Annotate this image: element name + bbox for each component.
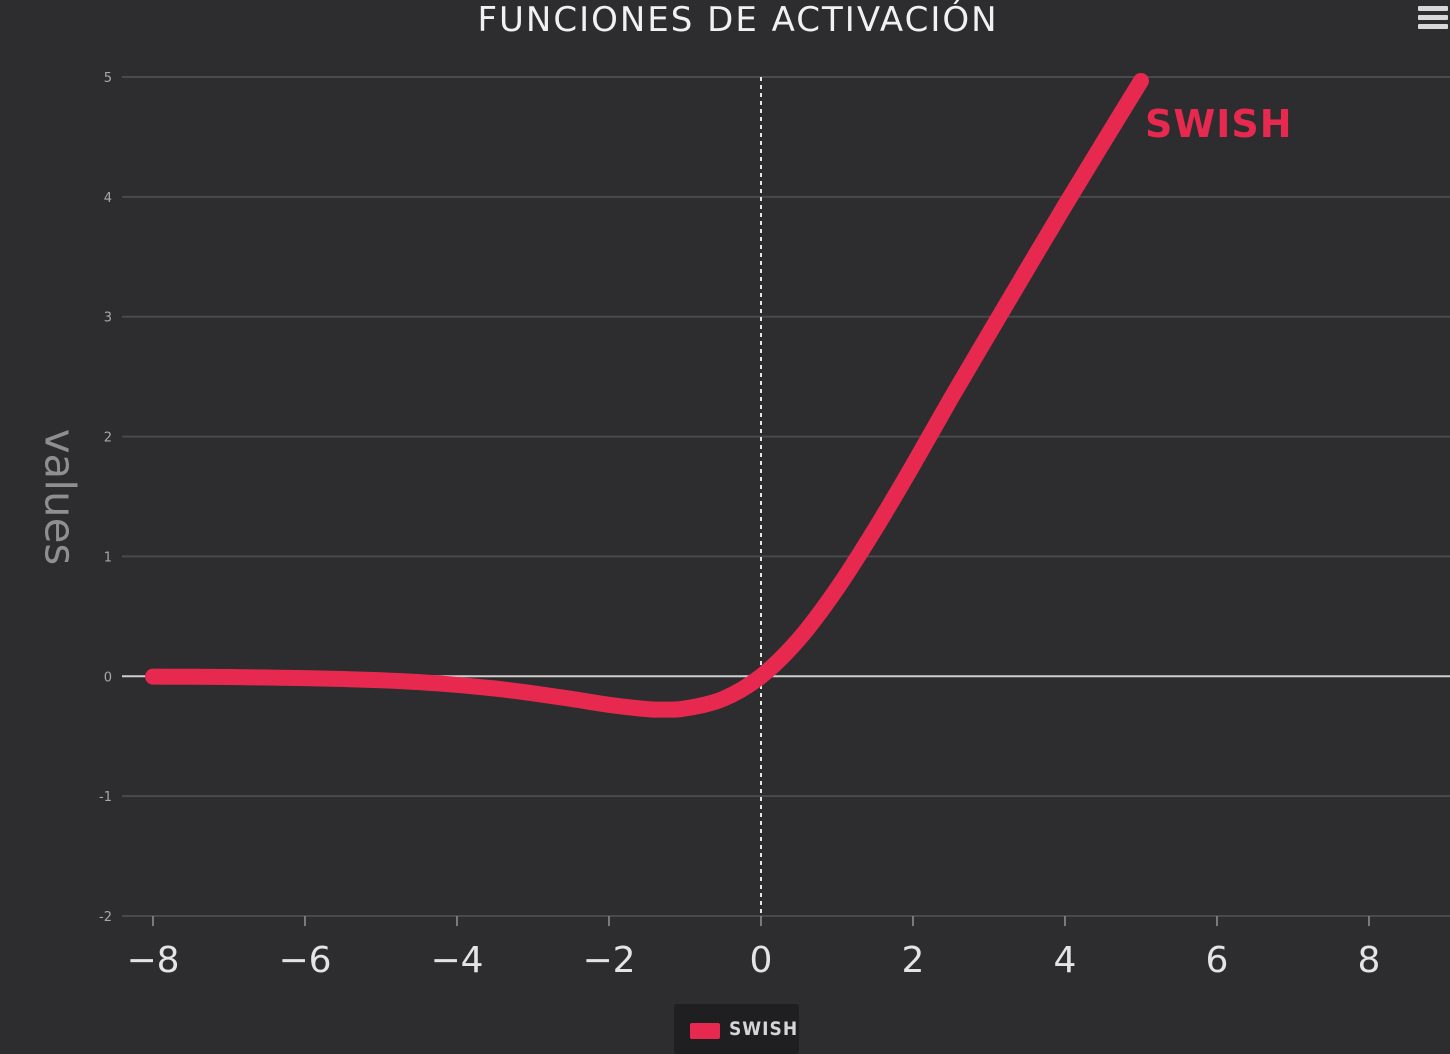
hamburger-menu-icon-bar [1418, 24, 1448, 29]
series-point [1138, 77, 1144, 84]
grid [122, 76, 1450, 926]
series-point [188, 673, 194, 680]
series-point [986, 330, 992, 337]
x-tick-label: −4 [430, 940, 483, 981]
y-tick-label: 4 [104, 191, 112, 206]
series-point [264, 674, 270, 681]
menu-button[interactable] [1414, 2, 1450, 34]
y-tick-label: -2 [99, 910, 112, 925]
series-point [758, 673, 764, 680]
series-line-swish[interactable] [145, 72, 1149, 718]
x-tick-label: 8 [1358, 940, 1381, 981]
hamburger-menu-icon [1418, 6, 1448, 11]
series-point [682, 705, 688, 712]
series-label: SWISH [1145, 102, 1293, 146]
x-tick-label: −6 [278, 940, 331, 981]
y-tick-label: -1 [99, 790, 112, 805]
y-tick-label: 0 [104, 670, 112, 685]
series-point [720, 695, 726, 702]
series-point [1062, 202, 1068, 209]
series-point [150, 673, 156, 680]
x-tick-label: −2 [582, 940, 635, 981]
y-tick-label: 5 [104, 71, 112, 86]
series-layer [145, 72, 1149, 718]
x-tick-label: 6 [1206, 940, 1229, 981]
series-point [606, 701, 612, 708]
legend-swatch [690, 1023, 720, 1039]
x-tick-label: 2 [902, 940, 925, 981]
y-tick-label: 1 [104, 550, 112, 565]
series-point [226, 674, 232, 681]
label-layer: -2 -1 0 1 2 3 4 5 −8 −6 −4 −2 0 2 4 6 8 SWISH [99, 71, 1380, 981]
series-point [910, 462, 916, 469]
series-point [834, 585, 840, 592]
x-tick-label: −8 [126, 940, 179, 981]
series-point [1100, 139, 1106, 146]
series-point [1024, 266, 1030, 273]
x-tick-label: 4 [1054, 940, 1077, 981]
series-point [416, 679, 422, 686]
series-point [948, 395, 954, 402]
legend-label: SWISH [729, 1018, 799, 1040]
y-tick-label: 2 [104, 431, 112, 446]
series-point [872, 526, 878, 533]
series-point [660, 706, 667, 713]
series-point [644, 706, 650, 713]
series-point [302, 675, 308, 682]
series-point [530, 690, 536, 697]
series-point [492, 685, 498, 692]
series-point [568, 695, 574, 702]
chart-title: FUNCIONES DE ACTIVACIÓN [477, 0, 999, 40]
series-point [340, 676, 346, 683]
y-tick-label: 3 [104, 311, 112, 326]
legend-item-swish[interactable]: SWISH [674, 1004, 799, 1054]
series-point [454, 681, 460, 688]
series-point [378, 677, 384, 684]
x-tick-label: 0 [750, 940, 773, 981]
series-point [796, 636, 802, 643]
hamburger-menu-icon-bar [1418, 15, 1448, 20]
